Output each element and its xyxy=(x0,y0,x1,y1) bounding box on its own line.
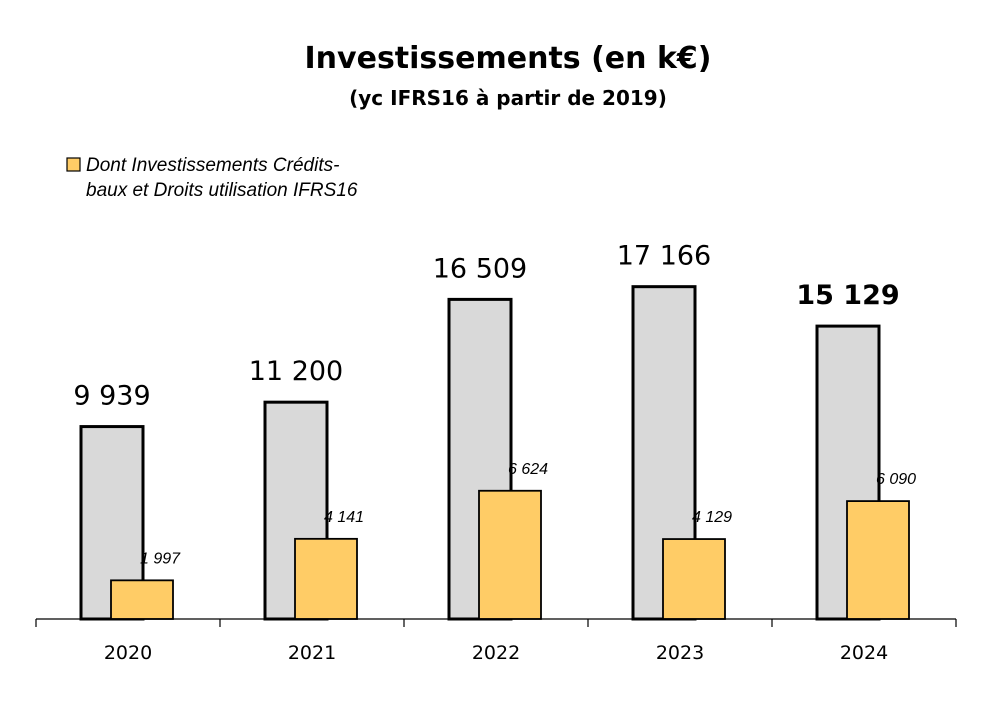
legend-swatch xyxy=(66,157,81,172)
data-label-subset: 4 141 xyxy=(324,509,364,526)
x-tick-label: 2022 xyxy=(472,642,520,664)
data-label-total: 9 939 xyxy=(73,381,150,412)
data-label-subset: 6 624 xyxy=(508,461,548,478)
chart-subtitle: (yc IFRS16 à partir de 2019) xyxy=(349,86,667,110)
data-label-subset: 4 129 xyxy=(692,509,732,526)
legend-label-line-1: Dont Investissements Crédits- xyxy=(86,155,339,176)
data-label-subset: 1 997 xyxy=(140,550,181,567)
bar-subset xyxy=(110,579,174,620)
legend-label-line-2: baux et Droits utilisation IFRS16 xyxy=(86,180,358,201)
bar-subset xyxy=(478,489,542,620)
data-label-total: 15 129 xyxy=(796,280,899,311)
data-label-subset: 6 090 xyxy=(876,471,916,488)
bar-subset xyxy=(662,538,726,620)
x-tick-label: 2024 xyxy=(840,642,888,664)
legend: Dont Investissements Crédits- baux et Dr… xyxy=(66,155,358,201)
data-label-total: 11 200 xyxy=(249,356,343,387)
data-label-total: 17 166 xyxy=(617,241,711,272)
x-tick-label: 2021 xyxy=(288,642,336,664)
plot-area: 9 939 1 997 2020 11 200 4 141 2021 16 509 6 624… xyxy=(35,241,957,664)
data-label-total: 16 509 xyxy=(433,253,527,284)
bar-subset xyxy=(294,537,358,620)
x-tick-label: 2020 xyxy=(104,642,152,664)
chart-title: Investissements (en k€) xyxy=(305,41,712,76)
bar-subset xyxy=(846,500,910,620)
x-tick-label: 2023 xyxy=(656,642,704,664)
